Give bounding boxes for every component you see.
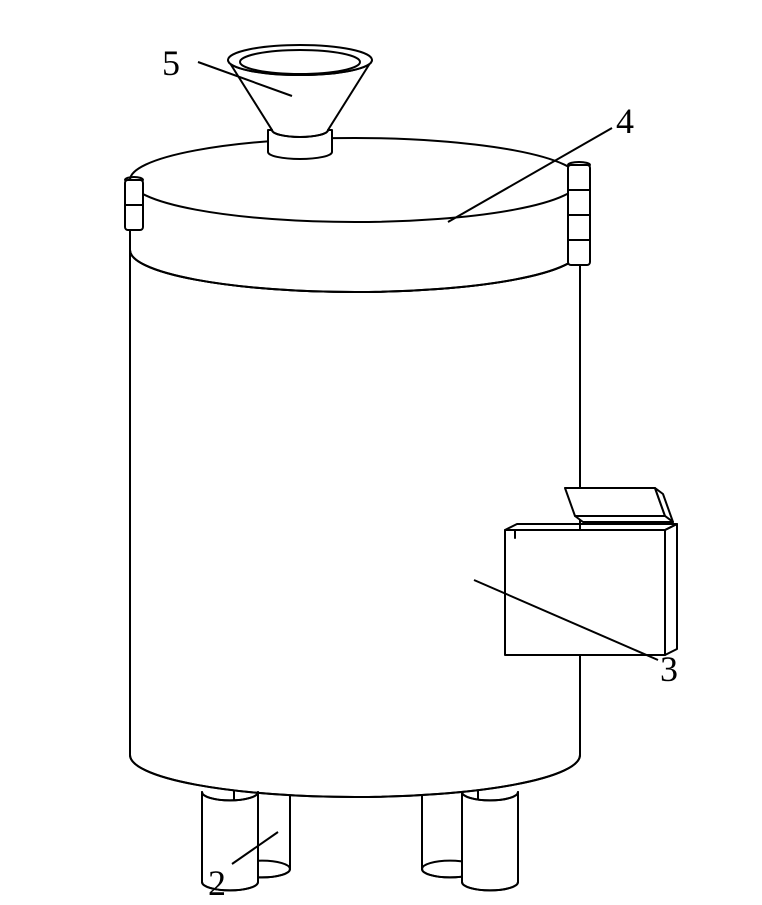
callout-label-4: 4 bbox=[616, 100, 634, 142]
callout-label-3: 3 bbox=[660, 648, 678, 690]
callout-label-5: 5 bbox=[162, 42, 180, 84]
technical-drawing bbox=[0, 0, 762, 905]
callout-label-2: 2 bbox=[208, 862, 226, 904]
